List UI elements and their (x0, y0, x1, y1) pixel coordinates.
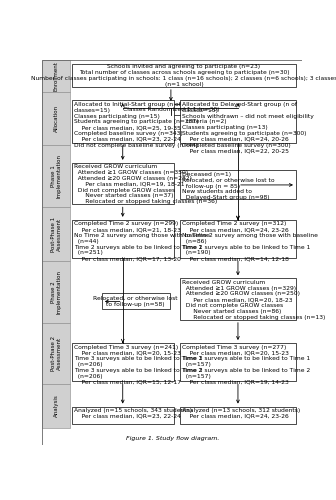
Text: Schools invited and agreeing to participate (n=23)
Total number of classes acros: Schools invited and agreeing to particip… (31, 64, 336, 86)
FancyBboxPatch shape (72, 64, 296, 87)
FancyBboxPatch shape (72, 100, 173, 143)
Text: Analyzed (n=15 schools, 343 students)
    Per class median, IQR=23, 22-24: Analyzed (n=15 schools, 343 students) Pe… (74, 408, 192, 419)
Text: Analyzed (n=13 schools, 312 students)
    Per class median, IQR=24, 23-26: Analyzed (n=13 schools, 312 students) Pe… (182, 408, 300, 419)
FancyBboxPatch shape (72, 406, 173, 424)
Text: Allocated to Initial-Start group (n of
classes=15)
Classes participating (n=15)
: Allocated to Initial-Start group (n of c… (74, 102, 199, 148)
Text: Completed Time 3 survey (n=241)
    Per class median, IQR=20, 15-23
Time 3 surve: Completed Time 3 survey (n=241) Per clas… (74, 344, 202, 385)
Text: Figure 1. Study flow diagram.: Figure 1. Study flow diagram. (126, 436, 219, 441)
FancyBboxPatch shape (72, 163, 173, 204)
Text: Classes Randomized 1:1 (n=30): Classes Randomized 1:1 (n=30) (123, 107, 219, 112)
FancyBboxPatch shape (180, 406, 296, 424)
FancyBboxPatch shape (102, 294, 170, 310)
FancyBboxPatch shape (180, 220, 296, 258)
FancyBboxPatch shape (99, 104, 243, 115)
Text: Enrollment: Enrollment (53, 61, 58, 90)
FancyBboxPatch shape (42, 384, 70, 428)
FancyBboxPatch shape (42, 261, 70, 322)
Text: Phase 1
Implementation: Phase 1 Implementation (51, 154, 61, 198)
FancyBboxPatch shape (42, 207, 70, 261)
Text: Received GROW curriculum
  Attended ≥1 GROW classes (n=329)
  Attended ≥20 GROW : Received GROW curriculum Attended ≥1 GRO… (182, 280, 326, 320)
Text: Allocation: Allocation (53, 104, 58, 132)
Text: Phase 2
Implementation: Phase 2 Implementation (51, 270, 61, 314)
Text: Completed Time 3 survey (n=277)
    Per class median, IQR=20, 15-23
Time 3 surve: Completed Time 3 survey (n=277) Per clas… (182, 344, 310, 385)
Text: Post-Phase 1
Assessment: Post-Phase 1 Assessment (51, 216, 61, 252)
FancyBboxPatch shape (42, 144, 70, 207)
FancyBboxPatch shape (42, 60, 70, 92)
FancyBboxPatch shape (42, 92, 70, 144)
Text: Completed Time 2 survey (n=312)
    Per class median, IQR=24, 23-26
No Time 2 su: Completed Time 2 survey (n=312) Per clas… (182, 222, 318, 261)
Text: Completed Time 2 survey (n=299)
    Per class median, IQR=21, 18-23
No Time 2 su: Completed Time 2 survey (n=299) Per clas… (74, 222, 210, 261)
Text: Allocated to Delayed-Start group (n of
classes=15)
Schools withdrawn – did not m: Allocated to Delayed-Start group (n of c… (182, 102, 314, 154)
FancyBboxPatch shape (72, 343, 173, 382)
Text: Analysis: Analysis (53, 394, 58, 417)
Text: Relocated, or otherwise lost
to follow-up (n=58): Relocated, or otherwise lost to follow-u… (93, 296, 178, 307)
FancyBboxPatch shape (180, 100, 296, 143)
FancyBboxPatch shape (42, 322, 70, 384)
FancyBboxPatch shape (180, 278, 296, 320)
Text: Post-Phase 2
Assessment: Post-Phase 2 Assessment (51, 336, 61, 371)
FancyBboxPatch shape (72, 220, 173, 258)
Text: Deceased (n=1)
Relocated, or otherwise lost to
  follow-up (n = 85)
New students: Deceased (n=1) Relocated, or otherwise l… (182, 172, 275, 200)
FancyBboxPatch shape (180, 343, 296, 382)
FancyBboxPatch shape (180, 170, 296, 200)
Text: Received GROW curriculum
  Attended ≥1 GROW classes (n=350)
  Attended ≥20 GROW : Received GROW curriculum Attended ≥1 GRO… (74, 164, 217, 204)
